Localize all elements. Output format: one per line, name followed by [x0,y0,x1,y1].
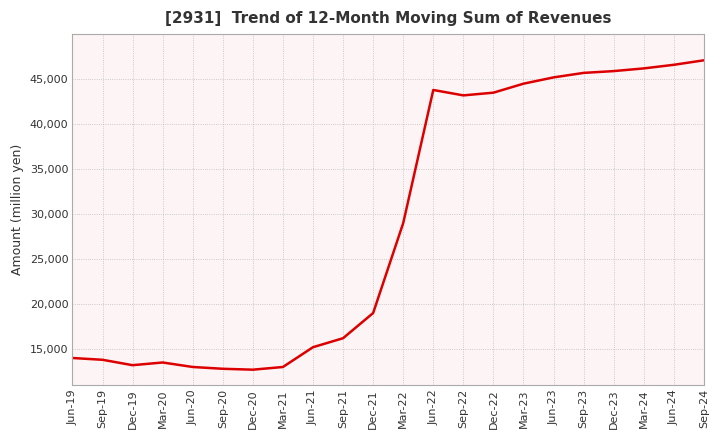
Title: [2931]  Trend of 12-Month Moving Sum of Revenues: [2931] Trend of 12-Month Moving Sum of R… [165,11,611,26]
Y-axis label: Amount (million yen): Amount (million yen) [11,144,24,275]
